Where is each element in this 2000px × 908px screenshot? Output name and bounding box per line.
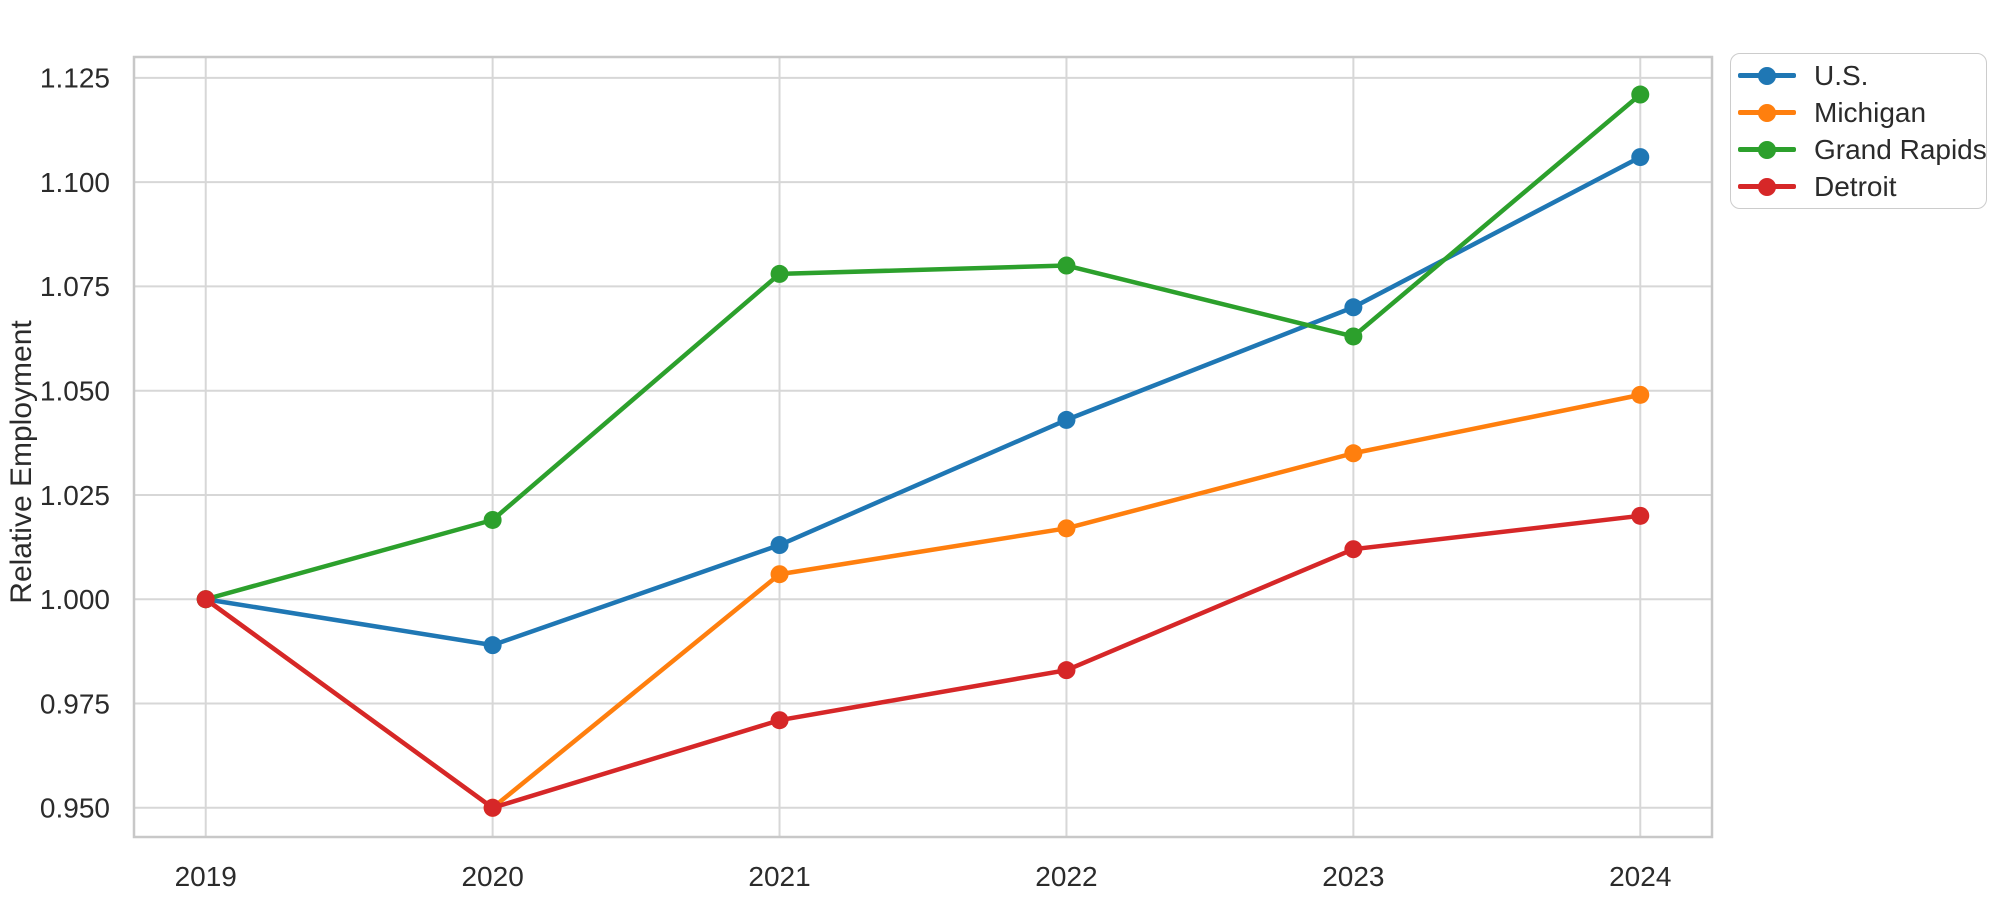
- legend-item-grand-rapids: Grand Rapids: [1731, 131, 1987, 168]
- legend-label: Grand Rapids: [1814, 133, 1987, 165]
- y-tick-label: 1.100: [40, 167, 110, 198]
- series-marker-grand-rapids: [483, 510, 502, 529]
- series-line-michigan: [203, 392, 1643, 811]
- x-tick-label: 2022: [1035, 861, 1097, 892]
- y-tick-label: 1.050: [40, 375, 110, 406]
- x-tick-label: 2023: [1322, 861, 1384, 892]
- series-marker-u-s: [1057, 410, 1076, 429]
- legend-item-detroit: Detroit: [1731, 168, 1986, 205]
- legend-marker-dot: [1758, 103, 1776, 122]
- y-tick-label: 0.950: [40, 793, 110, 824]
- series-line-detroit: [203, 513, 1643, 811]
- series-marker-u-s: [770, 536, 789, 555]
- series-marker-detroit: [1057, 661, 1076, 680]
- series-marker-detroit: [770, 711, 789, 730]
- y-tick-label: 1.025: [40, 480, 110, 511]
- y-tick-label: 1.075: [40, 271, 110, 302]
- series-marker-detroit: [1631, 506, 1650, 525]
- chart-legend: U.S. Michigan Grand Rapids Detroit: [1730, 53, 1987, 209]
- y-tick-label: 1.000: [40, 584, 110, 615]
- legend-label: Detroit: [1814, 170, 1897, 202]
- series-marker-grand-rapids: [1631, 85, 1650, 104]
- series-marker-u-s: [1344, 298, 1363, 317]
- series-marker-detroit: [483, 798, 502, 817]
- series-marker-michigan: [770, 565, 789, 584]
- legend-line-marker-swatch: [1738, 177, 1796, 197]
- legend-line-marker-swatch: [1738, 103, 1796, 123]
- series-marker-grand-rapids: [1057, 256, 1076, 275]
- series-marker-michigan: [1344, 444, 1363, 463]
- legend-line-marker-swatch: [1738, 140, 1796, 160]
- series-marker-u-s: [483, 636, 502, 655]
- series-marker-detroit: [196, 590, 215, 609]
- series-marker-u-s: [1631, 148, 1650, 167]
- legend-item-us: U.S.: [1731, 57, 1986, 94]
- y-tick-label: 1.125: [40, 63, 110, 94]
- legend-label: U.S.: [1814, 59, 1869, 91]
- series-marker-michigan: [1057, 519, 1076, 538]
- legend-marker-dot: [1758, 177, 1776, 196]
- series-line-u-s: [203, 154, 1643, 648]
- legend-marker-dot: [1758, 66, 1776, 85]
- x-tick-label: 2019: [175, 861, 237, 892]
- series-line-grand-rapids: [203, 92, 1643, 602]
- y-tick-label: 0.975: [40, 688, 110, 719]
- x-tick-label: 2021: [748, 861, 810, 892]
- series-marker-detroit: [1344, 540, 1363, 559]
- x-tick-label: 2020: [461, 861, 523, 892]
- series-marker-grand-rapids: [1344, 327, 1363, 346]
- legend-marker-dot: [1758, 140, 1776, 159]
- plot-border: [132, 55, 1714, 839]
- series-marker-michigan: [1631, 385, 1650, 404]
- x-tick-label: 2024: [1609, 861, 1671, 892]
- series-marker-grand-rapids: [770, 264, 789, 283]
- legend-item-michigan: Michigan: [1731, 94, 1986, 131]
- legend-line-marker-swatch: [1738, 66, 1796, 86]
- legend-label: Michigan: [1814, 96, 1927, 128]
